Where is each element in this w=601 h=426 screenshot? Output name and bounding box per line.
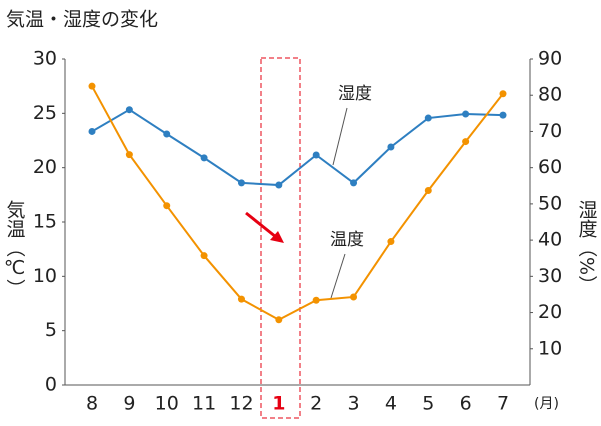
- data-point: [237, 295, 245, 303]
- data-point: [125, 151, 133, 159]
- data-point: [424, 114, 432, 122]
- y2-axis-label: 湿度（%）: [576, 200, 598, 294]
- x-tick-label: 11: [192, 393, 216, 415]
- y-tick-label: 10: [33, 265, 57, 287]
- series-line: [91, 85, 504, 321]
- data-point: [312, 151, 320, 159]
- x-tick-label: 2: [310, 393, 322, 415]
- y2-tick-label: 40: [538, 229, 562, 251]
- data-point: [387, 143, 395, 151]
- data-point: [200, 252, 208, 260]
- data-point: [275, 181, 283, 189]
- y-tick-label: 20: [33, 156, 57, 178]
- leader-line: [332, 107, 348, 166]
- data-point: [499, 111, 507, 119]
- data-point: [88, 127, 96, 135]
- leader-line: [330, 253, 346, 299]
- y2-tick-label: 90: [538, 48, 562, 70]
- data-point: [237, 179, 245, 187]
- y2-tick-label: 70: [538, 120, 562, 142]
- chart-title: 気温・湿度の変化: [6, 9, 158, 31]
- data-point: [163, 130, 171, 138]
- data-point: [462, 138, 470, 146]
- y-tick-label: 5: [45, 319, 57, 341]
- x-tick-label: 10: [155, 393, 179, 415]
- x-tick-label: 4: [385, 393, 397, 415]
- data-point: [163, 202, 171, 210]
- series-label: 温度: [330, 230, 364, 250]
- y-tick-label: 15: [33, 211, 57, 233]
- data-point: [312, 296, 320, 304]
- y-tick-label: 25: [33, 102, 57, 124]
- y-axis-label: 気温（℃）: [4, 200, 26, 298]
- x-axis-label: (月): [534, 396, 559, 412]
- y2-tick-label: 50: [538, 192, 562, 214]
- data-point: [125, 106, 133, 114]
- data-point: [424, 186, 432, 194]
- y2-tick-label: 80: [538, 84, 562, 106]
- data-point: [387, 238, 395, 246]
- data-point: [200, 154, 208, 162]
- series-label: 湿度: [338, 84, 372, 104]
- data-point: [350, 293, 358, 301]
- y2-tick-label: 20: [538, 301, 562, 323]
- data-point: [350, 179, 358, 187]
- x-tick-label: 3: [347, 393, 359, 415]
- y2-tick-label: 30: [538, 265, 562, 287]
- highlight-box: [260, 57, 301, 419]
- x-tick-label: 7: [497, 393, 509, 415]
- data-point: [462, 110, 470, 118]
- x-tick-label: 9: [123, 393, 135, 415]
- y2-tick-label: 60: [538, 156, 562, 178]
- arrow-head: [270, 231, 284, 243]
- data-point: [88, 82, 96, 90]
- x-tick-label: 5: [422, 393, 434, 415]
- series-line: [91, 108, 504, 187]
- data-point: [499, 90, 507, 98]
- arrow: [245, 211, 277, 239]
- y2-tick-label: 10: [538, 337, 562, 359]
- x-tick-label: 12: [229, 393, 253, 415]
- x-tick-label: 8: [86, 393, 98, 415]
- x-tick-label: 1: [272, 393, 285, 415]
- y-tick-label: 30: [33, 48, 57, 70]
- y-tick-label: 0: [45, 374, 57, 396]
- x-tick-label: 6: [460, 393, 472, 415]
- data-point: [275, 316, 283, 324]
